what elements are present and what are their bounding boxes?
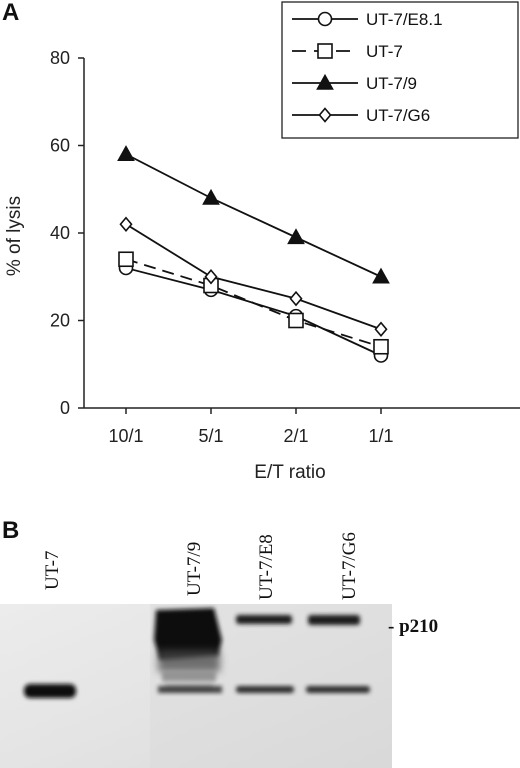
legend-item: UT-7/G6 <box>292 106 430 125</box>
data-point <box>288 312 304 329</box>
legend-items: UT-7/E8.1 UT-7 UT-7/9 UT-7/G6 <box>292 10 443 125</box>
p210-band-ut7-g6 <box>308 615 360 625</box>
y-tick-label: 60 <box>50 136 70 156</box>
lane-labels: UT-7 UT-7/9 UT-7/E8 UT-7/G6 <box>42 532 360 600</box>
x-tick-label: 2/1 <box>283 426 308 446</box>
data-point <box>204 269 218 285</box>
legend-item: UT-7/E8.1 <box>292 10 443 29</box>
panel-b-label: B <box>2 517 19 544</box>
p210-label: - p210 <box>388 616 438 637</box>
x-tick-label: 1/1 <box>368 426 393 446</box>
data-point <box>119 216 133 232</box>
data-point <box>118 251 134 268</box>
series-line <box>125 258 382 348</box>
legend-label: UT-7/9 <box>366 74 417 93</box>
series-line <box>125 223 382 331</box>
lower-band-ut7 <box>24 684 76 698</box>
x-tick-label: 5/1 <box>198 426 223 446</box>
y-axis-title: % of lysis <box>4 196 25 276</box>
y-tick-label: 80 <box>50 48 70 68</box>
data-point <box>289 290 303 307</box>
data-point <box>287 228 305 245</box>
legend-label: UT-7 <box>366 42 403 61</box>
data-point <box>117 145 135 162</box>
line-chart: 0 20 40 60 80 10/1 5/1 2/1 1/1 % of lysis E/T r… <box>4 1 520 483</box>
series-diamond <box>119 216 388 337</box>
y-ticks: 0 20 40 60 80 <box>50 48 84 418</box>
y-tick-label: 0 <box>60 398 70 418</box>
data-point <box>202 188 220 205</box>
x-ticks: 10/1 5/1 2/1 1/1 <box>108 408 394 446</box>
series-line <box>125 153 382 278</box>
data-point <box>373 338 389 355</box>
series-layer <box>117 145 390 363</box>
legend-item: UT-7 <box>292 42 403 61</box>
lower-band-ut7-e8 <box>236 686 294 693</box>
legend-marker <box>318 107 332 123</box>
lane-label-ut7-e8: UT-7/E8 <box>256 534 277 600</box>
legend-marker <box>317 11 333 27</box>
data-point <box>372 267 390 284</box>
legend-item: UT-7/9 <box>292 73 417 93</box>
chart-legend: UT-7/E8.1 UT-7 UT-7/9 UT-7/G6 <box>281 1 519 139</box>
series-circle <box>118 260 389 363</box>
x-tick-label: 10/1 <box>108 426 143 446</box>
lower-band-ut7-g6 <box>306 686 370 693</box>
series-line <box>125 267 382 357</box>
legend-label: UT-7/G6 <box>366 106 430 125</box>
y-tick-label: 40 <box>50 223 70 243</box>
series-triangle <box>117 145 390 284</box>
lane-label-ut7-9: UT-7/9 <box>184 542 205 596</box>
legend-marker <box>316 73 334 90</box>
panel-a-label: A <box>2 0 19 26</box>
lane-label-ut7: UT-7 <box>42 551 63 590</box>
p210-band-ut7-e8 <box>236 615 292 624</box>
data-point <box>374 321 388 337</box>
x-axis-title: E/T ratio <box>254 462 325 483</box>
western-blot: UT-7 UT-7/9 UT-7/E8 UT-7/G6 - p210 <box>0 532 438 768</box>
lane-label-ut7-g6: UT-7/G6 <box>339 532 360 600</box>
series-square <box>118 251 389 355</box>
y-tick-label: 20 <box>50 311 70 331</box>
legend-marker <box>317 43 333 59</box>
legend-label: UT-7/E8.1 <box>366 10 443 29</box>
blot-lane-ut7-9 <box>154 608 222 693</box>
